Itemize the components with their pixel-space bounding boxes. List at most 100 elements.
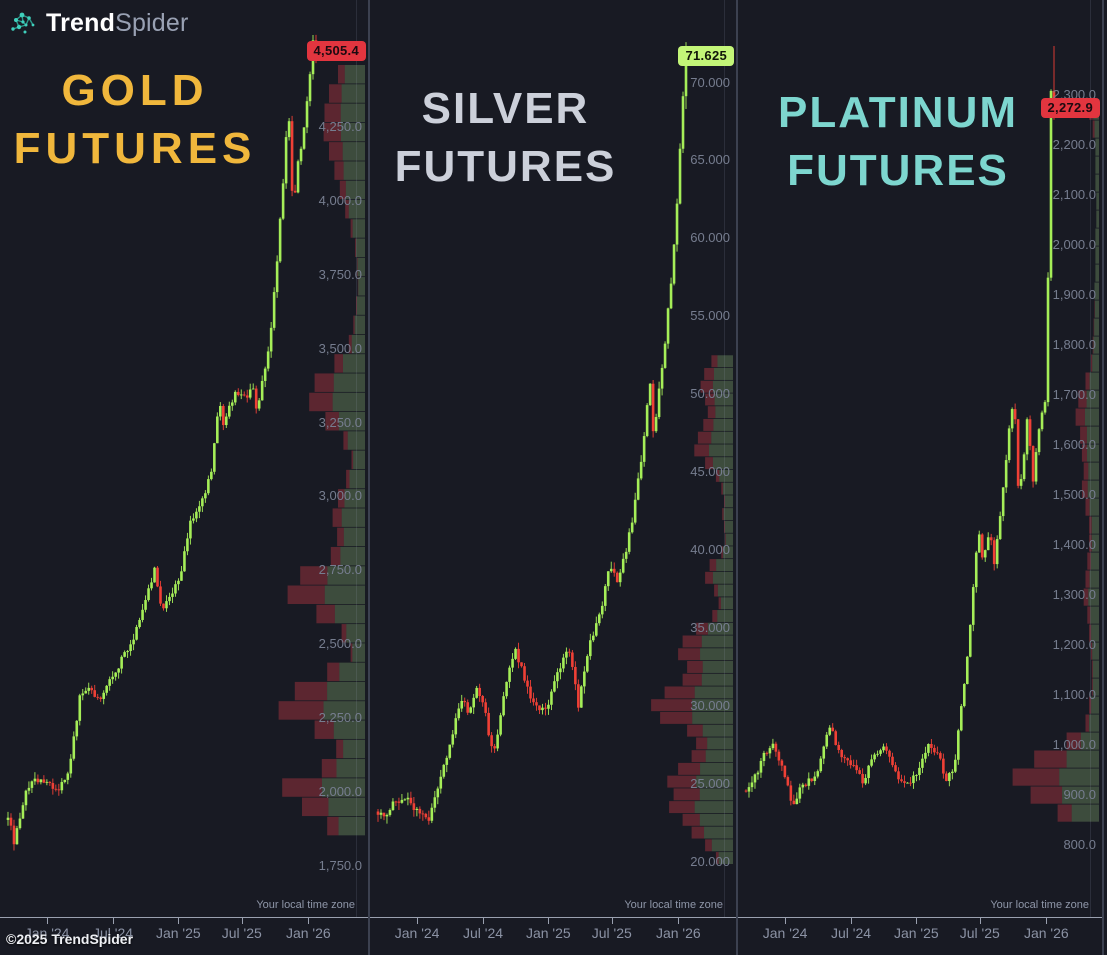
brand-spider: Spider [115, 8, 189, 37]
price-tick-label: 55.000 [690, 308, 730, 324]
price-tick-label: 50.000 [690, 386, 730, 402]
price-tick-label: 900.0 [1063, 787, 1096, 802]
price-tick-label: 1,600.0 [1052, 437, 1096, 452]
time-tick-mark [113, 917, 115, 924]
price-tick-label: 1,500.0 [1052, 487, 1096, 502]
brand-trend: Trend [46, 8, 116, 37]
price-tick-label: 2,100.0 [1052, 187, 1096, 202]
copyright-notice: ©2025 TrendSpider [6, 931, 134, 947]
price-tick-label: 35.000 [690, 619, 730, 635]
platinum-time-axis[interactable]: Jan '24 Jul '24 Jan '25 Jul '25 Jan '26 [738, 917, 1102, 955]
price-tick-label: 1,300.0 [1052, 587, 1096, 602]
title-line-2: FUTURES [787, 146, 1009, 196]
time-tick-label: Jan '26 [1023, 925, 1069, 941]
time-tick-mark [785, 917, 787, 924]
silver-candlestick-chart[interactable] [370, 0, 736, 955]
price-tick-label: 45.000 [690, 464, 730, 480]
platinum-price-axis[interactable]: 2,300.0 2,200.0 2,100.0 2,000.0 1,900.0 1,800… [1002, 0, 1102, 917]
time-axis-line [370, 917, 736, 918]
trendspider-network-icon [11, 12, 35, 34]
time-tick-mark [47, 917, 49, 924]
price-tick-label: 3,500.0 [318, 340, 362, 356]
price-tick-label: 3,750.0 [318, 266, 362, 282]
chart-panel-gold: GOLD FUTURES 4,250.0 4,000.0 3,750.0 3,500.… [0, 0, 370, 955]
timezone-note: Your local time zone [990, 899, 1089, 911]
title-line-1: GOLD [61, 66, 209, 115]
time-tick-mark [548, 917, 550, 924]
time-axis-line [738, 917, 1102, 918]
price-tick-label: 2,200.0 [1052, 137, 1096, 152]
price-tick-label: 1,900.0 [1052, 287, 1096, 302]
platinum-last-price-label: 2,272.9 [1040, 97, 1100, 118]
time-tick-mark [916, 917, 918, 924]
time-tick-label: Jul '25 [959, 925, 1000, 941]
chart-panel-silver: SILVER FUTURES 70.000 65.000 60.000 55.000 5… [370, 0, 738, 955]
gold-price-axis[interactable]: 4,250.0 4,000.0 3,750.0 3,500.0 3,250.0 3,000… [268, 0, 368, 917]
price-tick-label: 20.000 [690, 853, 730, 869]
silver-time-axis[interactable]: Jan '24 Jul '24 Jan '25 Jul '25 Jan '26 [370, 917, 736, 955]
time-tick-mark [678, 917, 680, 924]
price-axis-gridline [724, 0, 725, 917]
price-tick-label: 25.000 [690, 775, 730, 791]
price-tick-label: 2,250.0 [318, 709, 362, 725]
price-tick-label: 2,750.0 [318, 562, 362, 578]
price-tick-label: 2,000.0 [318, 783, 362, 799]
price-tick-label: 2,500.0 [318, 636, 362, 652]
time-tick-label: Jan '25 [525, 925, 571, 941]
price-tick-label: 4,250.0 [318, 119, 362, 135]
platinum-chart-title: PLATINUM FUTURES [764, 84, 1032, 200]
time-tick-label: Jul '24 [93, 925, 134, 941]
timezone-note: Your local time zone [624, 899, 723, 911]
gold-chart-title: GOLD FUTURES [10, 62, 260, 178]
time-axis-line [0, 917, 368, 918]
gold-last-price-label: 4,505.4 [306, 40, 366, 61]
price-tick-label: 1,200.0 [1052, 637, 1096, 652]
gold-candlestick-chart[interactable] [0, 0, 368, 955]
price-tick-label: 40.000 [690, 542, 730, 558]
time-tick-mark [417, 917, 419, 924]
price-tick-label: 4,000.0 [318, 192, 362, 208]
price-tick-label: 65.000 [690, 152, 730, 168]
price-tick-label: 3,000.0 [318, 488, 362, 504]
price-axis-gridline [1090, 0, 1091, 917]
time-tick-label: Jan '26 [285, 925, 331, 941]
silver-last-price-label: 71.625 [678, 46, 734, 67]
gold-time-axis[interactable]: Jan '24 Jul '24 Jan '25 Jul '25 Jan '26 [0, 917, 368, 955]
price-axis-gridline [356, 0, 357, 917]
price-tick-label: 1,700.0 [1052, 387, 1096, 402]
price-tick-label: 1,800.0 [1052, 337, 1096, 352]
silver-price-axis[interactable]: 70.000 65.000 60.000 55.000 50.000 45.000 40.0… [636, 0, 736, 917]
silver-chart-title: SILVER FUTURES [378, 80, 633, 196]
price-tick-label: 30.000 [690, 697, 730, 713]
price-tick-label: 800.0 [1063, 837, 1096, 852]
title-line-1: PLATINUM [777, 88, 1019, 137]
price-tick-label: 1,000.0 [1052, 737, 1096, 752]
price-tick-label: 1,100.0 [1052, 687, 1096, 702]
time-tick-label: Jan '24 [762, 925, 808, 941]
brand-wordmark[interactable]: TrendSpider [46, 9, 189, 38]
time-tick-label: Jul '25 [221, 925, 262, 941]
time-tick-mark [1046, 917, 1048, 924]
time-tick-label: Jan '24 [394, 925, 440, 941]
price-tick-label: 3,250.0 [318, 414, 362, 430]
time-tick-mark [241, 917, 243, 924]
time-tick-label: Jan '24 [24, 925, 70, 941]
price-tick-label: 60.000 [690, 230, 730, 246]
time-tick-mark [308, 917, 310, 924]
title-line-1: SILVER [421, 84, 590, 133]
time-tick-label: Jul '25 [591, 925, 632, 941]
title-line-2: FUTURES [13, 124, 257, 174]
time-tick-mark [483, 917, 485, 924]
time-tick-label: Jan '25 [893, 925, 939, 941]
title-line-2: FUTURES [394, 142, 617, 192]
price-tick-label: 1,750.0 [318, 857, 362, 873]
time-tick-mark [851, 917, 853, 924]
price-tick-label: 2,000.0 [1052, 237, 1096, 252]
platinum-candlestick-chart[interactable] [738, 0, 1102, 955]
price-tick-label: 70.000 [690, 74, 730, 90]
time-tick-label: Jan '25 [155, 925, 201, 941]
price-tick-label: 1,400.0 [1052, 537, 1096, 552]
chart-panel-platinum: PLATINUM FUTURES 2,300.0 2,200.0 2,100.0 2,… [738, 0, 1104, 955]
time-tick-label: Jul '24 [831, 925, 872, 941]
